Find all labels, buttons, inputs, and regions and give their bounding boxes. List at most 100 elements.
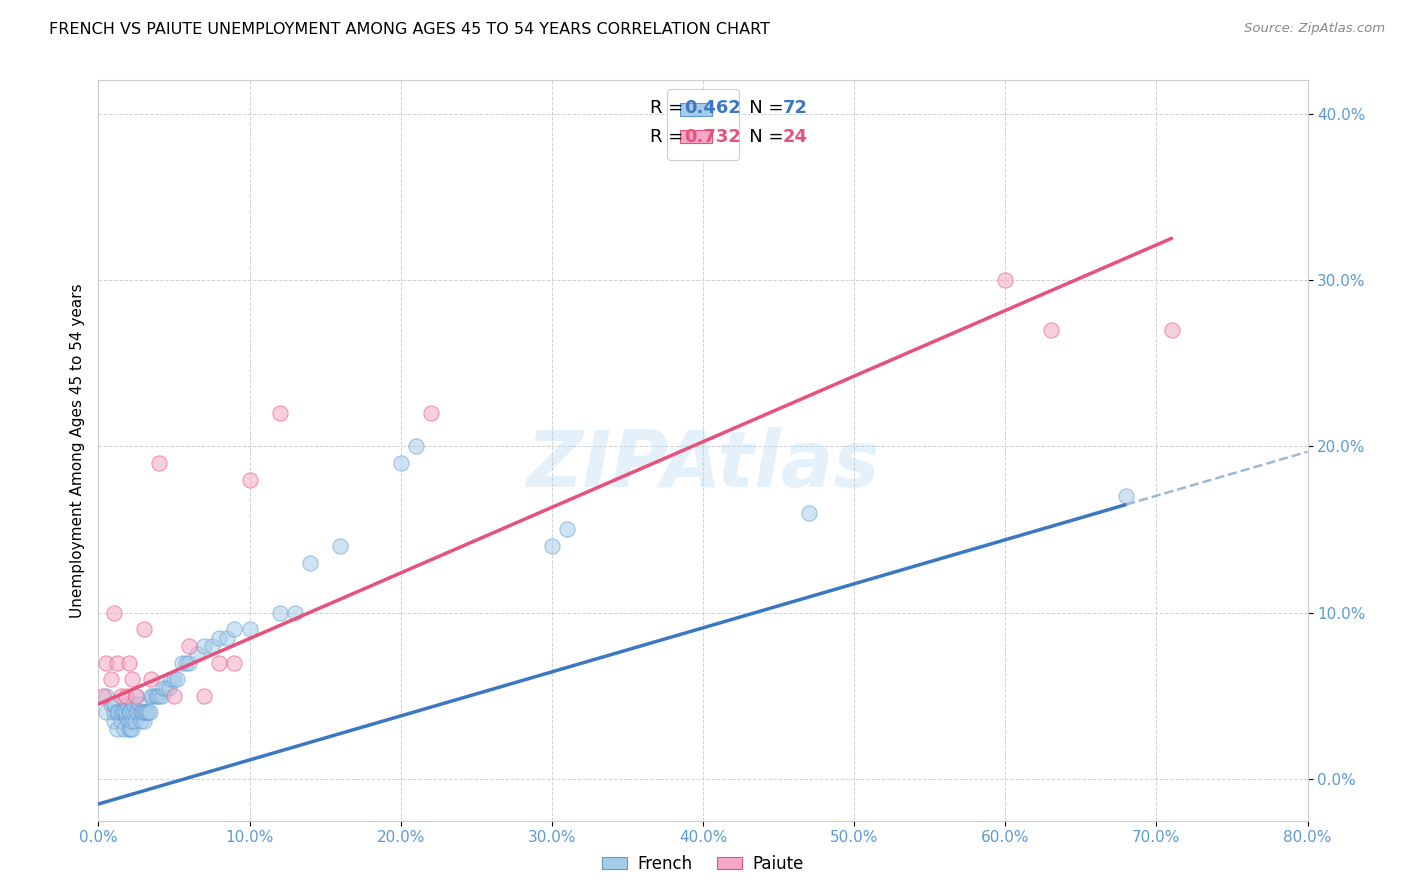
Point <box>134 706 156 720</box>
Point <box>201 639 224 653</box>
Point <box>405 439 427 453</box>
Text: N =: N = <box>733 99 789 117</box>
Point <box>112 706 135 720</box>
Text: 0.462: 0.462 <box>683 99 741 117</box>
Point <box>193 689 215 703</box>
Point <box>136 706 159 720</box>
Point <box>121 672 143 686</box>
Point <box>174 656 197 670</box>
Point <box>129 714 152 728</box>
Point <box>122 706 145 720</box>
Point <box>120 722 142 736</box>
Point <box>118 722 141 736</box>
Text: FRENCH VS PAIUTE UNEMPLOYMENT AMONG AGES 45 TO 54 YEARS CORRELATION CHART: FRENCH VS PAIUTE UNEMPLOYMENT AMONG AGES… <box>49 22 770 37</box>
Text: 0.732: 0.732 <box>683 128 741 146</box>
Text: 72: 72 <box>783 99 808 117</box>
Point <box>186 647 208 661</box>
Point <box>224 656 246 670</box>
Point <box>239 473 262 487</box>
Point <box>299 556 322 570</box>
Point <box>142 689 165 703</box>
Point <box>148 456 170 470</box>
Point <box>91 689 114 703</box>
Point <box>170 656 193 670</box>
Point <box>208 656 231 670</box>
Text: R =: R = <box>650 99 689 117</box>
Point <box>118 706 141 720</box>
Point <box>155 681 177 695</box>
Point <box>112 722 135 736</box>
Point <box>555 523 578 537</box>
Point <box>141 689 163 703</box>
Text: ZIPAtlas: ZIPAtlas <box>526 427 880 503</box>
Point <box>114 708 136 723</box>
Point <box>128 697 150 711</box>
Point <box>122 697 145 711</box>
Point <box>269 606 291 620</box>
Point <box>159 681 181 695</box>
Point <box>105 706 128 720</box>
Text: N =: N = <box>733 128 789 146</box>
Point <box>166 672 188 686</box>
Point <box>239 623 262 637</box>
Point <box>111 706 134 720</box>
Point <box>103 606 125 620</box>
Point <box>125 689 148 703</box>
Point <box>114 706 136 720</box>
Point <box>103 714 125 728</box>
Point <box>94 656 117 670</box>
Point <box>141 672 163 686</box>
Point <box>1039 323 1062 337</box>
Point <box>94 689 117 703</box>
Point <box>208 631 231 645</box>
Point <box>179 639 201 653</box>
Point <box>115 697 138 711</box>
Point <box>994 273 1017 287</box>
Point <box>120 706 142 720</box>
Point <box>94 706 117 720</box>
Text: Source: ZipAtlas.com: Source: ZipAtlas.com <box>1244 22 1385 36</box>
Point <box>127 706 149 720</box>
Point <box>105 656 128 670</box>
Point <box>139 706 162 720</box>
Point <box>110 689 132 703</box>
Text: R =: R = <box>650 128 689 146</box>
Point <box>121 714 143 728</box>
Point <box>121 722 143 736</box>
Point <box>1160 323 1182 337</box>
Point <box>150 689 173 703</box>
Point <box>163 689 186 703</box>
Y-axis label: Unemployment Among Ages 45 to 54 years: Unemployment Among Ages 45 to 54 years <box>69 283 84 618</box>
Point <box>145 689 167 703</box>
Point <box>420 406 443 420</box>
Point <box>125 706 148 720</box>
Point <box>131 706 153 720</box>
Point <box>103 697 125 711</box>
Point <box>329 539 352 553</box>
Point <box>114 689 136 703</box>
Point <box>100 697 122 711</box>
Point <box>129 706 152 720</box>
Legend: , : , <box>666 89 740 160</box>
Point <box>148 689 170 703</box>
Point <box>103 706 125 720</box>
Legend: French, Paiute: French, Paiute <box>596 848 810 880</box>
Point <box>160 672 183 686</box>
Point <box>224 623 246 637</box>
Point <box>105 722 128 736</box>
Point <box>132 706 155 720</box>
Point <box>146 689 169 703</box>
Point <box>1115 489 1137 503</box>
Point <box>193 639 215 653</box>
Point <box>135 706 157 720</box>
Point <box>163 672 186 686</box>
Point <box>269 406 291 420</box>
Point <box>110 706 132 720</box>
Point <box>132 623 155 637</box>
Point <box>110 714 132 728</box>
Point <box>118 656 141 670</box>
Text: 24: 24 <box>783 128 808 146</box>
Point <box>215 631 238 645</box>
Point <box>125 689 148 703</box>
Point <box>389 456 412 470</box>
